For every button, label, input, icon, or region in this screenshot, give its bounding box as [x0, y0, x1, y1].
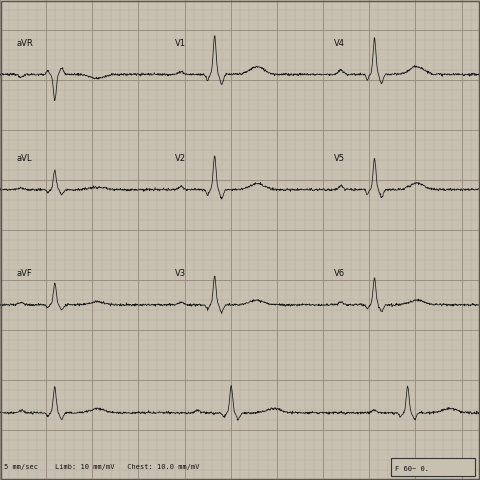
Text: 5 mm/sec    Limb: 10 mm/mV   Chest: 10.0 mm/mV: 5 mm/sec Limb: 10 mm/mV Chest: 10.0 mm/m… — [4, 465, 199, 470]
Text: V2: V2 — [175, 154, 186, 163]
Text: aVL: aVL — [17, 154, 32, 163]
Text: V6: V6 — [334, 269, 345, 278]
Text: aVR: aVR — [17, 38, 34, 48]
Text: V5: V5 — [334, 154, 345, 163]
Text: V3: V3 — [175, 269, 186, 278]
Text: V4: V4 — [334, 38, 345, 48]
Text: V1: V1 — [175, 38, 186, 48]
Text: F 60~ 0.: F 60~ 0. — [395, 467, 429, 472]
Bar — [391, 458, 475, 476]
Text: aVF: aVF — [17, 269, 33, 278]
